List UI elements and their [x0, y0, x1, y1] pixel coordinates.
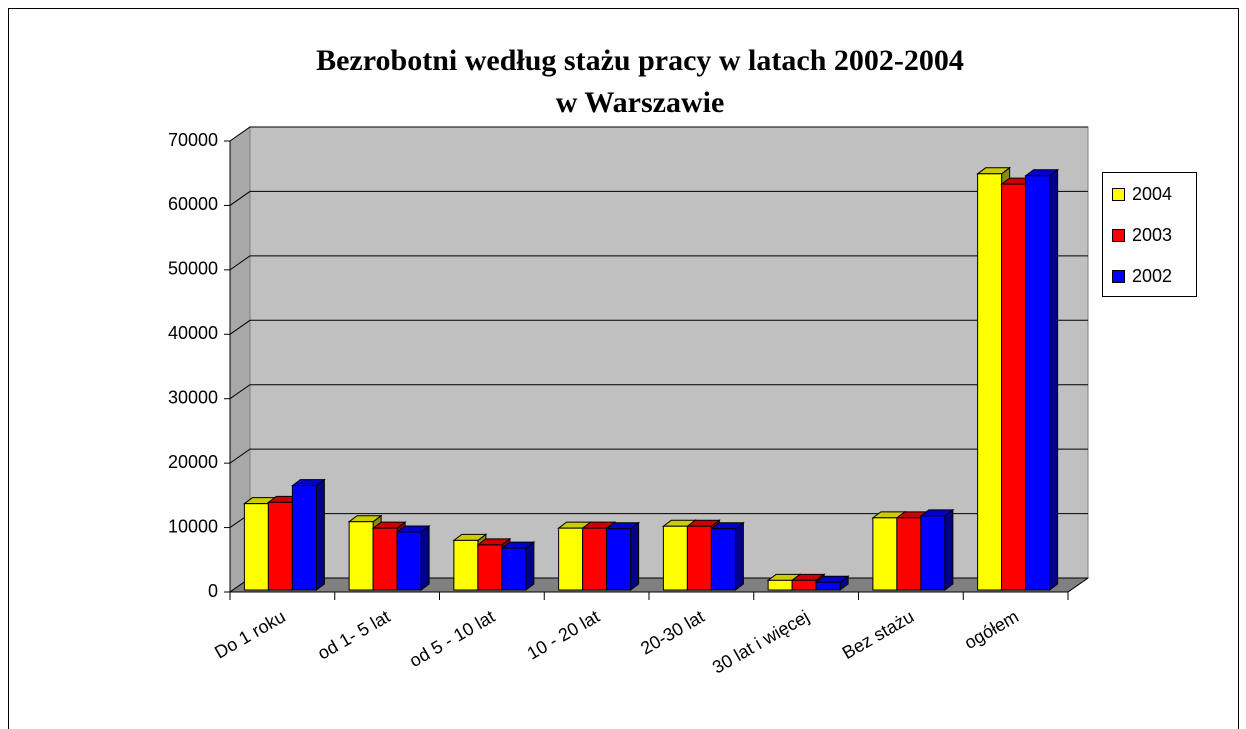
- title: Bezrobotni według stażu pracy w latach 2…: [316, 44, 964, 119]
- x-tick-label: 20-30 lat: [637, 606, 708, 658]
- x-tick-label: ogółem: [961, 606, 1022, 653]
- bar: [290, 478, 326, 591]
- x-axis-end: [1067, 577, 1089, 593]
- y-tick-label: 70000: [168, 130, 218, 150]
- grid-line: [229, 255, 1088, 271]
- plot-area: 0 10000 20000 30000 40000 50000 60000 70000 Do 1…: [168, 126, 1090, 678]
- legend-swatch: [1112, 188, 1125, 201]
- x-tick-label: Do 1 roku: [211, 606, 289, 662]
- y-tick-label: 30000: [168, 387, 218, 407]
- grid-line: [229, 384, 1088, 400]
- x-tick-label: 10 - 20 lat: [524, 606, 603, 663]
- legend-label: 2004: [1132, 184, 1172, 204]
- grid-line: [229, 448, 1088, 464]
- y-tick-label: 0: [208, 581, 218, 601]
- x-tick-label: Bez stażu: [839, 606, 917, 663]
- grid-line: [229, 319, 1088, 335]
- bar-front: [453, 539, 479, 591]
- bar-front: [606, 528, 632, 591]
- bar-front: [582, 527, 608, 591]
- bar-front: [791, 579, 817, 591]
- legend: 2004 2003 2002: [1102, 172, 1197, 297]
- y-tick-label: 10000: [168, 516, 218, 536]
- bar-side: [420, 525, 430, 591]
- x-tick-label: 30 lat i więcej: [709, 606, 813, 677]
- bar-front: [977, 173, 1003, 591]
- legend-label: 2002: [1132, 266, 1172, 286]
- bar-side: [630, 521, 640, 591]
- bar-front: [243, 503, 269, 591]
- bar-front: [477, 544, 503, 591]
- grid-line: [229, 126, 1088, 142]
- bar-side: [1049, 168, 1059, 591]
- chart-title: w Warszawie: [556, 86, 725, 119]
- back-wall: [249, 126, 1089, 579]
- y-tick-label: 60000: [168, 194, 218, 214]
- bar-front: [558, 527, 584, 591]
- bar: [395, 525, 431, 591]
- bar: [605, 521, 641, 591]
- bar-front: [710, 528, 736, 591]
- chart-title: Bezrobotni według stażu pracy w latach 2…: [316, 44, 964, 77]
- bar: [919, 508, 955, 591]
- grid-line: [229, 190, 1088, 206]
- bar: [709, 521, 745, 591]
- bar-side: [315, 478, 325, 591]
- bar-front: [1025, 175, 1051, 591]
- legend-swatch: [1112, 229, 1125, 242]
- legend-swatch: [1112, 270, 1125, 283]
- bar: [1024, 168, 1060, 591]
- bar-front: [815, 581, 841, 591]
- bar-front: [267, 501, 293, 591]
- bar-front: [396, 531, 422, 591]
- bar-front: [896, 517, 922, 591]
- bar-front: [348, 521, 374, 591]
- y-tick-label: 20000: [168, 452, 218, 472]
- bar: [814, 575, 850, 591]
- bar-side: [734, 521, 744, 591]
- chart-frame: [8, 8, 1239, 729]
- x-tick-label: od 1- 5 lat: [314, 606, 393, 663]
- x-tick-label: od 5 - 10 lat: [406, 606, 498, 671]
- bar-front: [662, 525, 688, 591]
- y-tick-label: 50000: [168, 259, 218, 279]
- y-tick-label: 40000: [168, 323, 218, 343]
- bar-front: [920, 515, 946, 591]
- bar-side: [525, 541, 535, 591]
- legend-label: 2003: [1132, 225, 1172, 245]
- bar-front: [767, 579, 793, 591]
- bar-front: [686, 525, 712, 591]
- bar: [500, 541, 536, 591]
- bar-front: [291, 485, 317, 591]
- bar-side: [944, 508, 954, 591]
- bar-front: [501, 547, 527, 591]
- bar-front: [372, 527, 398, 591]
- bar-front: [872, 517, 898, 591]
- bar-front: [1001, 183, 1027, 591]
